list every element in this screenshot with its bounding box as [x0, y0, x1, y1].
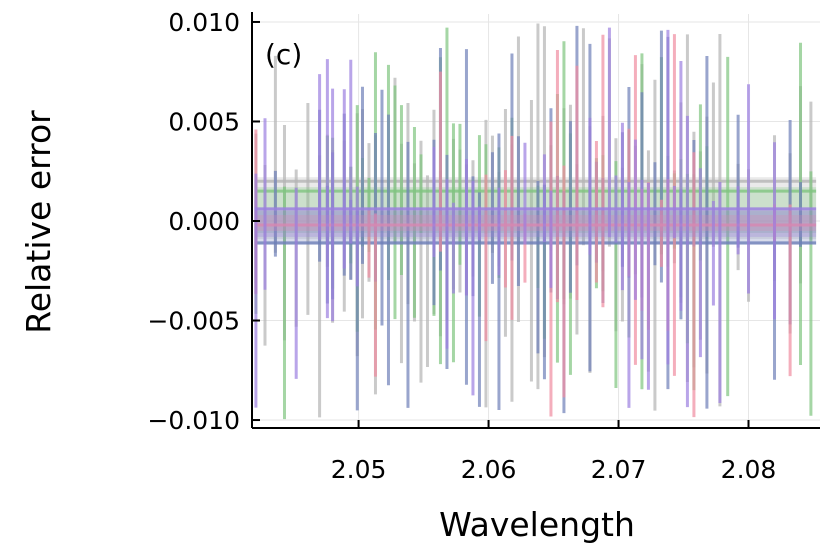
- x-tick-label-1: 2.06: [461, 455, 517, 484]
- panel-label: (c): [265, 38, 302, 71]
- x-tick-label-0: 2.05: [331, 455, 387, 484]
- x-tick-label-3: 2.08: [721, 455, 777, 484]
- x-tick-label-2: 2.07: [591, 455, 647, 484]
- ticks: 2.05 2.06 2.07 2.08 0.010 0.005 0.000 −0.005 −0.…: [147, 8, 776, 484]
- series-2-band: [254, 211, 817, 245]
- series-4-band: [254, 207, 817, 237]
- y-tick-label-2: 0.000: [168, 207, 240, 236]
- y-tick-label-4: −0.010: [147, 406, 240, 435]
- plot-area: [254, 23, 817, 420]
- y-tick-label-1: 0.005: [168, 107, 240, 136]
- y-tick-label-0: 0.010: [168, 8, 240, 37]
- y-tick-label-3: −0.005: [147, 307, 240, 336]
- x-axis-label: Wavelength: [439, 505, 635, 544]
- series-4: [254, 27, 817, 408]
- y-axis-label: Relative error: [19, 110, 58, 334]
- grid: [252, 14, 820, 428]
